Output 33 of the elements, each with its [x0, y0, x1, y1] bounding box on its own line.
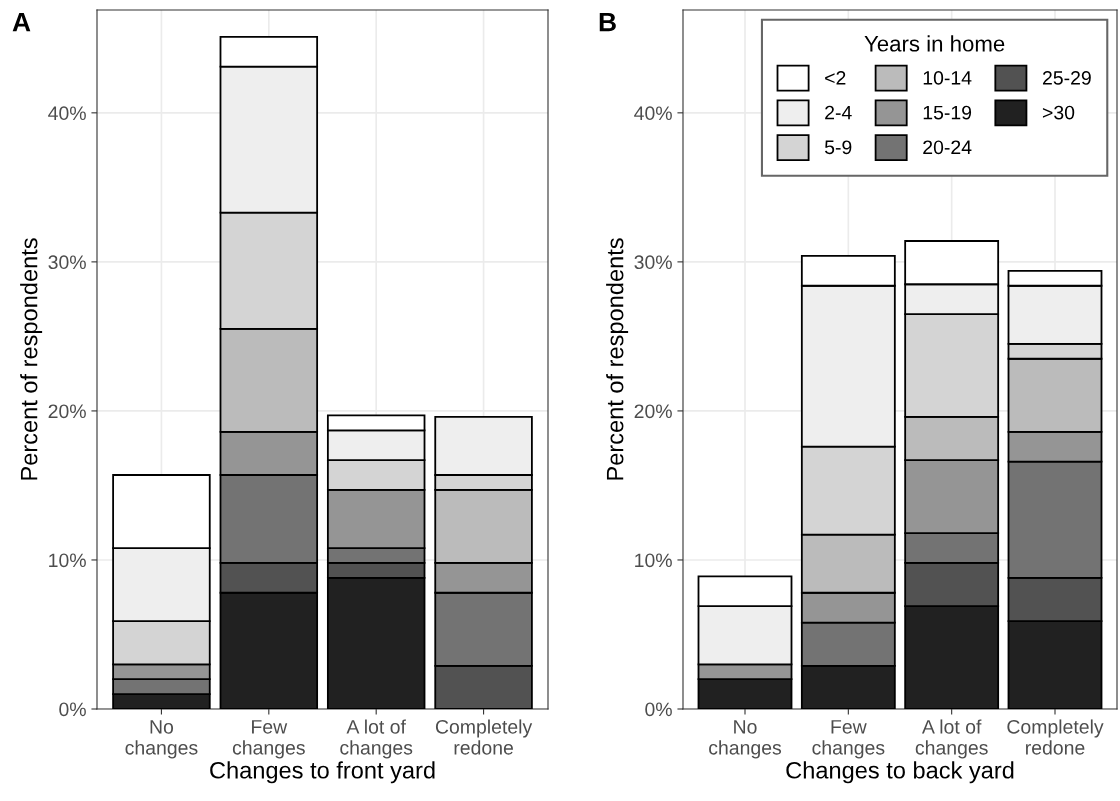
legend-label: 2-4	[825, 105, 852, 120]
y-tick-label: 10%	[49, 553, 86, 568]
y-tick-label: 0%	[645, 702, 672, 717]
x-tick-label: Completely redone	[1007, 719, 1104, 755]
x-tick-label: A lot of changes	[915, 719, 988, 759]
chart-title: B	[599, 12, 616, 32]
x-axis-title: Changes to front yard	[210, 761, 435, 784]
y-tick-label: 20%	[634, 404, 672, 419]
x-tick-label: Few changes	[232, 720, 305, 759]
legend-label: <2	[825, 71, 846, 85]
x-tick-label: Completely redone	[435, 719, 533, 755]
legend-label: >30	[1042, 105, 1075, 120]
y-tick-label: 0%	[59, 702, 86, 717]
legend-label: 5-9	[824, 140, 852, 155]
y-axis-title: Percent of respondents	[606, 238, 629, 480]
x-tick-label: No changes	[125, 720, 198, 759]
legend-label: 15-19	[923, 105, 972, 120]
x-tick-label: A lot of changes	[340, 719, 413, 759]
y-axis-title: Percent of respondents	[20, 238, 43, 480]
y-tick-label: 30%	[634, 255, 672, 270]
legend-label: 25-29	[1042, 71, 1091, 85]
x-tick-label: Few changes	[812, 720, 885, 759]
legend-label: 10-14	[923, 71, 972, 85]
chart-title: A	[12, 12, 31, 32]
legend-label: 20-24	[923, 140, 972, 155]
x-tick-label: No changes	[709, 720, 782, 759]
legend-title: Years in home	[864, 35, 1005, 52]
y-tick-label: 30%	[48, 255, 86, 270]
y-tick-label: 40%	[48, 106, 86, 121]
y-tick-label: 20%	[48, 404, 86, 419]
x-axis-title: Changes to back yard	[786, 761, 1014, 784]
y-tick-label: 40%	[634, 106, 672, 121]
y-tick-label: 10%	[635, 553, 672, 568]
